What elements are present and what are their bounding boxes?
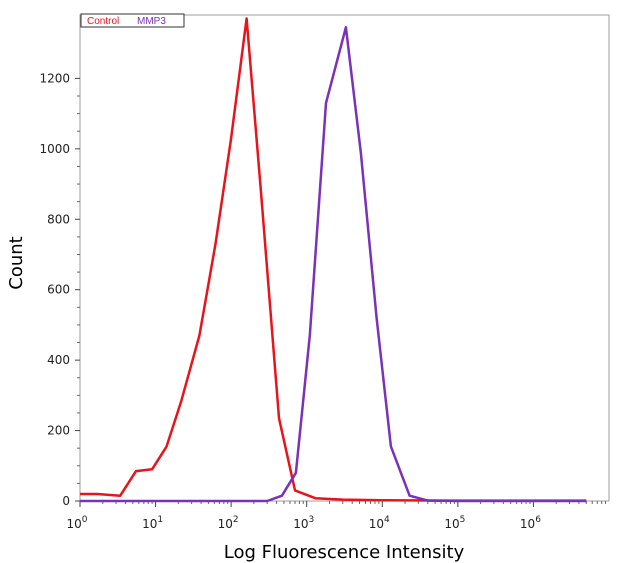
y-tick-label: 200 xyxy=(47,424,70,438)
x-tick-label: 101 xyxy=(142,515,163,531)
legend-label-mmp3: MMP3 xyxy=(137,16,166,27)
y-tick-label: 1200 xyxy=(39,71,70,85)
x-tick-label: 106 xyxy=(520,515,541,531)
legend: Control MMP3 xyxy=(80,13,185,28)
x-tick-label: 100 xyxy=(66,515,87,531)
series-line-mmp3 xyxy=(80,26,587,503)
y-axis-title: Count xyxy=(6,236,27,289)
series-line-control xyxy=(80,17,587,502)
legend-label-control: Control xyxy=(87,16,119,27)
y-tick-label: 400 xyxy=(47,353,70,367)
x-axis: 100 101 102 103 104 105 106 xyxy=(66,501,607,531)
x-tick-label: 105 xyxy=(444,515,465,531)
y-axis: 0 200 400 600 800 1000 1200 xyxy=(39,71,80,508)
legend-box xyxy=(80,13,185,28)
plot-frame xyxy=(79,14,610,502)
y-tick-label: 0 xyxy=(62,494,70,508)
y-tick-label: 800 xyxy=(47,212,70,226)
x-tick-label: 104 xyxy=(369,515,390,531)
x-tick-label: 103 xyxy=(293,515,314,531)
y-tick-label: 600 xyxy=(47,283,70,297)
x-axis-title: Log Fluorescence Intensity xyxy=(224,542,465,563)
y-tick-label: 1000 xyxy=(39,142,70,156)
x-tick-label: 102 xyxy=(218,515,239,531)
series-layer xyxy=(80,17,587,503)
